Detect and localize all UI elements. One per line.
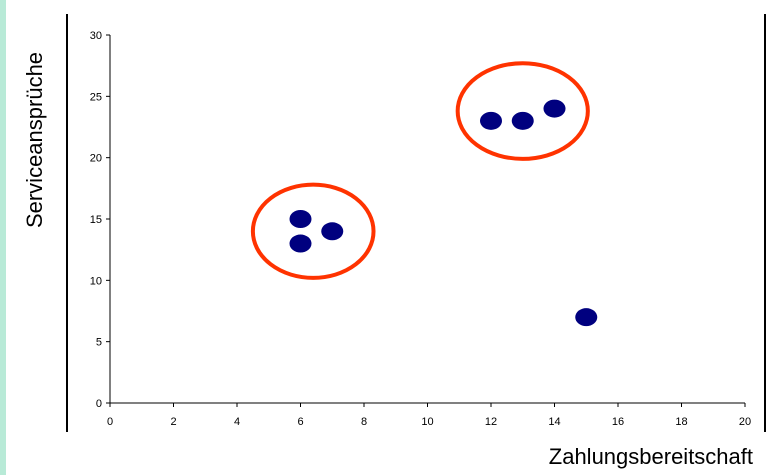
- y-tick-label: 15: [90, 214, 102, 226]
- x-tick-label: 20: [739, 416, 751, 428]
- data-point: [321, 222, 344, 241]
- x-tick-label: 18: [675, 416, 687, 428]
- y-tick-label: 20: [90, 153, 102, 165]
- x-tick-label: 2: [170, 416, 176, 428]
- data-point: [543, 99, 566, 118]
- data-point: [480, 111, 502, 130]
- x-tick-label: 6: [297, 416, 303, 428]
- left-accent-strip: [0, 0, 6, 475]
- x-axis-label: Zahlungsbereitschaft: [548, 444, 753, 469]
- cluster-circle: [250, 182, 376, 280]
- y-tick-label: 30: [90, 30, 102, 42]
- cluster-circle: [455, 61, 590, 161]
- y-tick-label: 5: [96, 337, 102, 349]
- data-point: [289, 234, 312, 253]
- x-tick-label: 16: [612, 416, 624, 428]
- x-tick-label: 4: [234, 416, 240, 428]
- x-tick-label: 0: [107, 416, 113, 428]
- x-tick-label: 8: [361, 416, 367, 428]
- data-point: [289, 210, 312, 228]
- x-tick-label: 10: [421, 416, 433, 428]
- y-tick-label: 0: [96, 398, 102, 410]
- frame-line-right: [764, 14, 766, 432]
- frame-line-left: [66, 14, 68, 432]
- x-tick-label: 14: [548, 416, 560, 428]
- y-tick-label: 25: [90, 91, 102, 103]
- data-point: [511, 111, 534, 130]
- data-point: [575, 308, 598, 327]
- y-tick-label: 10: [90, 275, 102, 287]
- x-tick-label: 12: [485, 416, 497, 428]
